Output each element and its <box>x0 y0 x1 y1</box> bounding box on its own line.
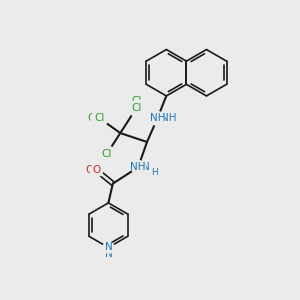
Text: N: N <box>104 249 112 259</box>
Text: NH: NH <box>161 112 176 123</box>
Text: Cl: Cl <box>131 96 142 106</box>
Text: NH: NH <box>150 113 165 123</box>
Text: O: O <box>92 165 101 175</box>
Text: NH: NH <box>130 162 146 172</box>
Text: Cl: Cl <box>88 113 98 123</box>
Text: O: O <box>86 165 94 175</box>
Text: Cl: Cl <box>94 113 105 123</box>
Text: N: N <box>142 162 149 172</box>
Text: Cl: Cl <box>131 103 142 113</box>
Text: Cl: Cl <box>102 149 112 159</box>
Text: N: N <box>104 242 112 253</box>
Text: H: H <box>151 168 158 177</box>
Text: Cl: Cl <box>102 155 112 165</box>
